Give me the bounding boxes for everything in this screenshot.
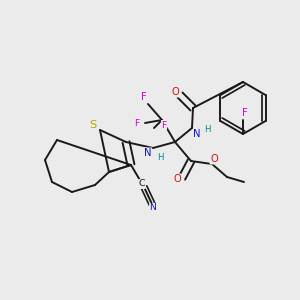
Text: F: F <box>242 108 248 118</box>
Text: S: S <box>89 120 97 130</box>
Text: O: O <box>173 174 181 184</box>
Text: N: N <box>150 203 156 212</box>
Text: O: O <box>210 154 218 164</box>
Text: F: F <box>141 92 147 102</box>
Text: F: F <box>161 121 166 130</box>
Text: O: O <box>171 87 179 97</box>
Text: N: N <box>144 148 152 158</box>
Text: H: H <box>157 152 163 161</box>
Text: N: N <box>193 129 201 139</box>
Text: H: H <box>204 125 210 134</box>
Text: C: C <box>139 179 145 188</box>
Text: F: F <box>134 119 140 128</box>
